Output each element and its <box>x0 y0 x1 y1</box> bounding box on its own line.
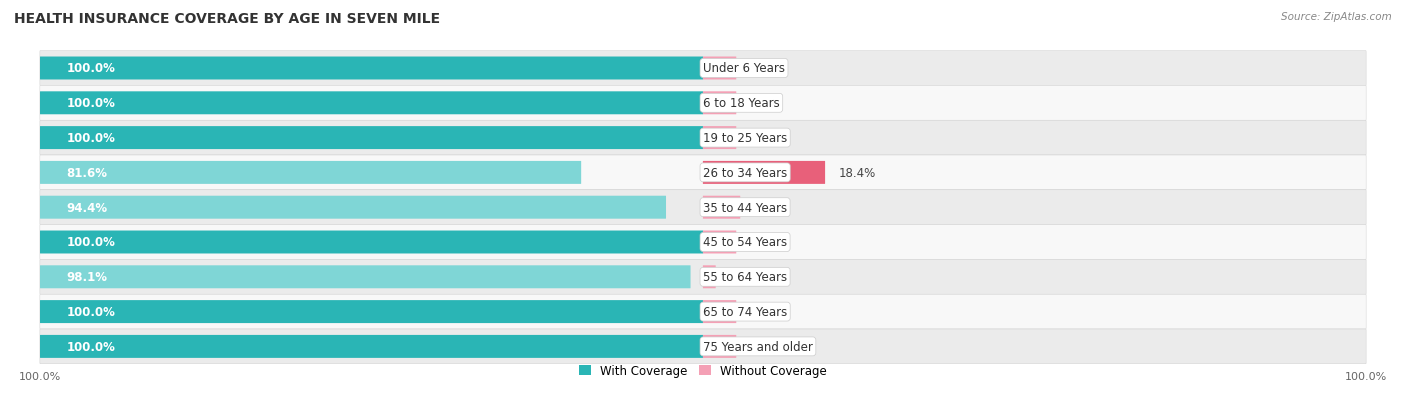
FancyBboxPatch shape <box>39 266 690 289</box>
FancyBboxPatch shape <box>703 57 737 80</box>
Text: 100.0%: 100.0% <box>66 97 115 110</box>
Legend: With Coverage, Without Coverage: With Coverage, Without Coverage <box>579 365 827 377</box>
Text: 0.0%: 0.0% <box>749 340 779 353</box>
FancyBboxPatch shape <box>39 231 703 254</box>
FancyBboxPatch shape <box>703 266 716 289</box>
FancyBboxPatch shape <box>39 156 1367 190</box>
Text: 35 to 44 Years: 35 to 44 Years <box>703 201 787 214</box>
Text: 0.0%: 0.0% <box>749 62 779 75</box>
Text: Under 6 Years: Under 6 Years <box>703 62 785 75</box>
FancyBboxPatch shape <box>39 335 703 358</box>
Text: 0.0%: 0.0% <box>749 305 779 318</box>
Text: 18.4%: 18.4% <box>838 166 876 180</box>
FancyBboxPatch shape <box>39 86 1367 121</box>
FancyBboxPatch shape <box>39 300 703 323</box>
FancyBboxPatch shape <box>39 294 1367 329</box>
Text: 98.1%: 98.1% <box>66 271 108 284</box>
FancyBboxPatch shape <box>703 335 737 358</box>
FancyBboxPatch shape <box>39 57 703 80</box>
Text: 45 to 54 Years: 45 to 54 Years <box>703 236 787 249</box>
Text: 100.0%: 100.0% <box>66 305 115 318</box>
Text: 100.0%: 100.0% <box>66 340 115 353</box>
Text: 75 Years and older: 75 Years and older <box>703 340 813 353</box>
FancyBboxPatch shape <box>703 231 737 254</box>
Text: 100.0%: 100.0% <box>66 132 115 145</box>
FancyBboxPatch shape <box>703 127 737 150</box>
FancyBboxPatch shape <box>39 190 1367 225</box>
FancyBboxPatch shape <box>703 300 737 323</box>
FancyBboxPatch shape <box>39 161 581 185</box>
FancyBboxPatch shape <box>39 92 703 115</box>
Text: HEALTH INSURANCE COVERAGE BY AGE IN SEVEN MILE: HEALTH INSURANCE COVERAGE BY AGE IN SEVE… <box>14 12 440 26</box>
FancyBboxPatch shape <box>39 260 1367 294</box>
Text: 0.0%: 0.0% <box>749 97 779 110</box>
FancyBboxPatch shape <box>39 196 666 219</box>
FancyBboxPatch shape <box>39 127 703 150</box>
Text: 55 to 64 Years: 55 to 64 Years <box>703 271 787 284</box>
Text: Source: ZipAtlas.com: Source: ZipAtlas.com <box>1281 12 1392 22</box>
FancyBboxPatch shape <box>703 196 740 219</box>
Text: 6 to 18 Years: 6 to 18 Years <box>703 97 780 110</box>
Text: 94.4%: 94.4% <box>66 201 108 214</box>
FancyBboxPatch shape <box>39 121 1367 156</box>
Text: 65 to 74 Years: 65 to 74 Years <box>703 305 787 318</box>
Text: 26 to 34 Years: 26 to 34 Years <box>703 166 787 180</box>
Text: 0.0%: 0.0% <box>749 236 779 249</box>
FancyBboxPatch shape <box>39 225 1367 260</box>
Text: 100.0%: 100.0% <box>66 62 115 75</box>
Text: 100.0%: 100.0% <box>66 236 115 249</box>
FancyBboxPatch shape <box>39 52 1367 86</box>
Text: 0.0%: 0.0% <box>749 132 779 145</box>
Text: 19 to 25 Years: 19 to 25 Years <box>703 132 787 145</box>
FancyBboxPatch shape <box>39 329 1367 364</box>
Text: 81.6%: 81.6% <box>66 166 108 180</box>
Text: 5.6%: 5.6% <box>754 201 783 214</box>
FancyBboxPatch shape <box>703 161 825 185</box>
FancyBboxPatch shape <box>703 92 737 115</box>
Text: 1.9%: 1.9% <box>728 271 759 284</box>
